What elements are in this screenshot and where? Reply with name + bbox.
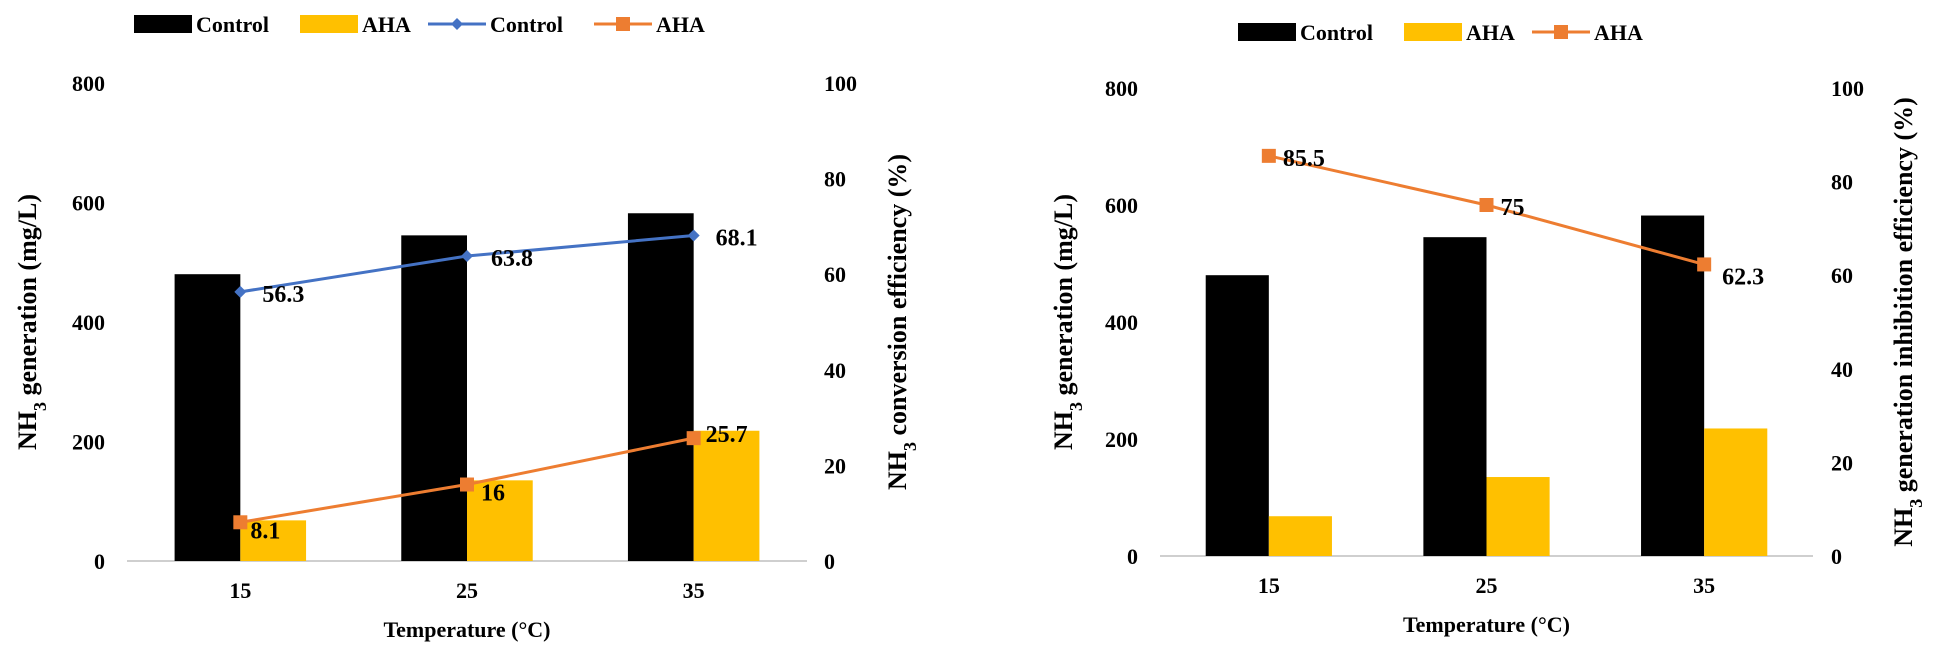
bar-aha-25 xyxy=(1486,477,1550,556)
y-axis-title-rest: generation (mg/L) xyxy=(1049,194,1078,402)
y2-tick-label: 60 xyxy=(824,262,846,287)
point-control-35 xyxy=(687,229,700,242)
data-label-aha-15: 8.1 xyxy=(250,518,280,544)
y2-tick-label: 20 xyxy=(824,453,846,478)
point-aha-15 xyxy=(1261,148,1276,163)
y2-tick-label: 0 xyxy=(824,549,835,574)
x-tick-label: 25 xyxy=(456,578,478,603)
x-tick-label: 25 xyxy=(1476,573,1498,598)
bar-control-15 xyxy=(1205,275,1269,556)
inhibition-chart: 85.5 75 62.3 0 200 400 600 800 0 20 40 60 80 100 15 25 3… xyxy=(1049,20,1926,637)
y2-axis-title-sub: 3 xyxy=(900,442,920,451)
legend-label-aha: AHA xyxy=(1594,20,1643,45)
data-label-aha-25: 16 xyxy=(481,481,505,507)
legend-label-control: Control xyxy=(1300,20,1373,45)
data-label-control-35: 68.1 xyxy=(716,225,758,251)
legend-marker-aha xyxy=(616,17,630,31)
y2-axis-title: NH3 conversion efficiency (%) xyxy=(883,154,920,490)
bar-aha-35 xyxy=(693,430,760,561)
y-axis-title: NH3 generation (mg/L) xyxy=(1049,194,1086,450)
data-label-aha-35: 62.3 xyxy=(1722,264,1764,290)
y2-tick-label: 0 xyxy=(1831,544,1842,569)
y-axis-title-main: NH xyxy=(1049,411,1078,450)
y-tick-label: 800 xyxy=(72,71,105,96)
y2-axis-title-main: NH xyxy=(1889,508,1918,547)
point-control-15 xyxy=(234,285,247,298)
data-label-aha-25: 75 xyxy=(1501,195,1525,221)
x-tick-label: 35 xyxy=(1693,573,1715,598)
point-aha-15 xyxy=(233,515,248,530)
y-axis-title: NH3 generation (mg/L) xyxy=(13,194,50,450)
point-aha-35 xyxy=(686,431,701,446)
bar-control-25 xyxy=(401,235,467,562)
y-tick-label: 400 xyxy=(1105,310,1138,335)
y2-tick-label: 20 xyxy=(1831,450,1853,475)
conversion-chart: 56.3 63.8 68.1 8.1 16 25.7 0 200 400 600 800 0 20 40 6… xyxy=(13,12,920,642)
x-axis-title: Temperature (°C) xyxy=(383,617,550,642)
point-aha-25 xyxy=(1479,198,1494,212)
y2-axis-title-rest: generation inhibition efficiency (%) xyxy=(1889,97,1918,499)
y-axis-title-sub: 3 xyxy=(1066,402,1086,411)
legend-label-control: Control xyxy=(196,12,269,37)
y-tick-label: 0 xyxy=(1127,544,1138,569)
y-tick-label: 200 xyxy=(72,430,105,455)
y2-axis-title-sub: 3 xyxy=(1906,499,1926,508)
legend-marker-aha xyxy=(1554,25,1568,39)
legend-label-aha: AHA xyxy=(656,12,705,37)
x-tick-label: 15 xyxy=(1258,573,1280,598)
bar-aha-25 xyxy=(467,480,533,561)
legend-label-aha: AHA xyxy=(1466,20,1515,45)
y2-tick-label: 60 xyxy=(1831,263,1853,288)
y2-tick-label: 40 xyxy=(824,358,846,383)
y-axis-title-main: NH xyxy=(13,411,42,450)
bar-aha-35 xyxy=(1704,428,1768,556)
legend-swatch-bar-control xyxy=(134,15,192,33)
point-aha-25 xyxy=(460,477,474,492)
data-label-control-15: 56.3 xyxy=(262,282,304,308)
data-label-aha-35: 25.7 xyxy=(706,422,748,448)
y2-axis-title: NH3 generation inhibition efficiency (%) xyxy=(1889,97,1926,547)
legend-swatch-bar-control xyxy=(1238,23,1296,41)
y2-axis-title-main: NH xyxy=(883,451,912,490)
bar-aha-15 xyxy=(240,520,307,561)
x-tick-label: 15 xyxy=(229,578,251,603)
y-tick-label: 800 xyxy=(1105,76,1138,101)
y2-tick-label: 100 xyxy=(824,71,857,96)
point-control-25 xyxy=(461,250,473,263)
y2-tick-label: 100 xyxy=(1831,76,1864,101)
y-axis-title-rest: generation (mg/L) xyxy=(13,194,42,402)
legend-swatch-bar-aha xyxy=(300,15,358,33)
legend-swatch-bar-aha xyxy=(1404,23,1462,41)
y2-tick-label: 40 xyxy=(1831,357,1853,382)
legend-label-aha: AHA xyxy=(362,12,411,37)
data-label-aha-15: 85.5 xyxy=(1283,146,1325,172)
bar-aha-15 xyxy=(1268,516,1332,556)
y2-tick-label: 80 xyxy=(824,167,846,192)
y-tick-label: 400 xyxy=(72,310,105,335)
x-tick-label: 35 xyxy=(683,578,705,603)
bar-control-15 xyxy=(174,274,241,561)
data-label-control-25: 63.8 xyxy=(491,246,533,272)
bar-control-35 xyxy=(1641,215,1705,556)
bar-control-35 xyxy=(627,213,694,561)
legend-marker-control xyxy=(451,18,463,30)
y-tick-label: 200 xyxy=(1105,427,1138,452)
y2-tick-label: 80 xyxy=(1831,170,1853,195)
y-tick-label: 0 xyxy=(94,549,105,574)
bar-control-25 xyxy=(1423,237,1487,557)
y-axis-title-sub: 3 xyxy=(30,402,50,411)
point-aha-35 xyxy=(1697,257,1712,272)
y2-axis-title-rest: conversion efficiency (%) xyxy=(883,154,912,442)
x-axis-title: Temperature (°C) xyxy=(1403,612,1570,637)
y-tick-label: 600 xyxy=(72,191,105,216)
y-tick-label: 600 xyxy=(1105,193,1138,218)
legend-label-control: Control xyxy=(490,12,563,37)
